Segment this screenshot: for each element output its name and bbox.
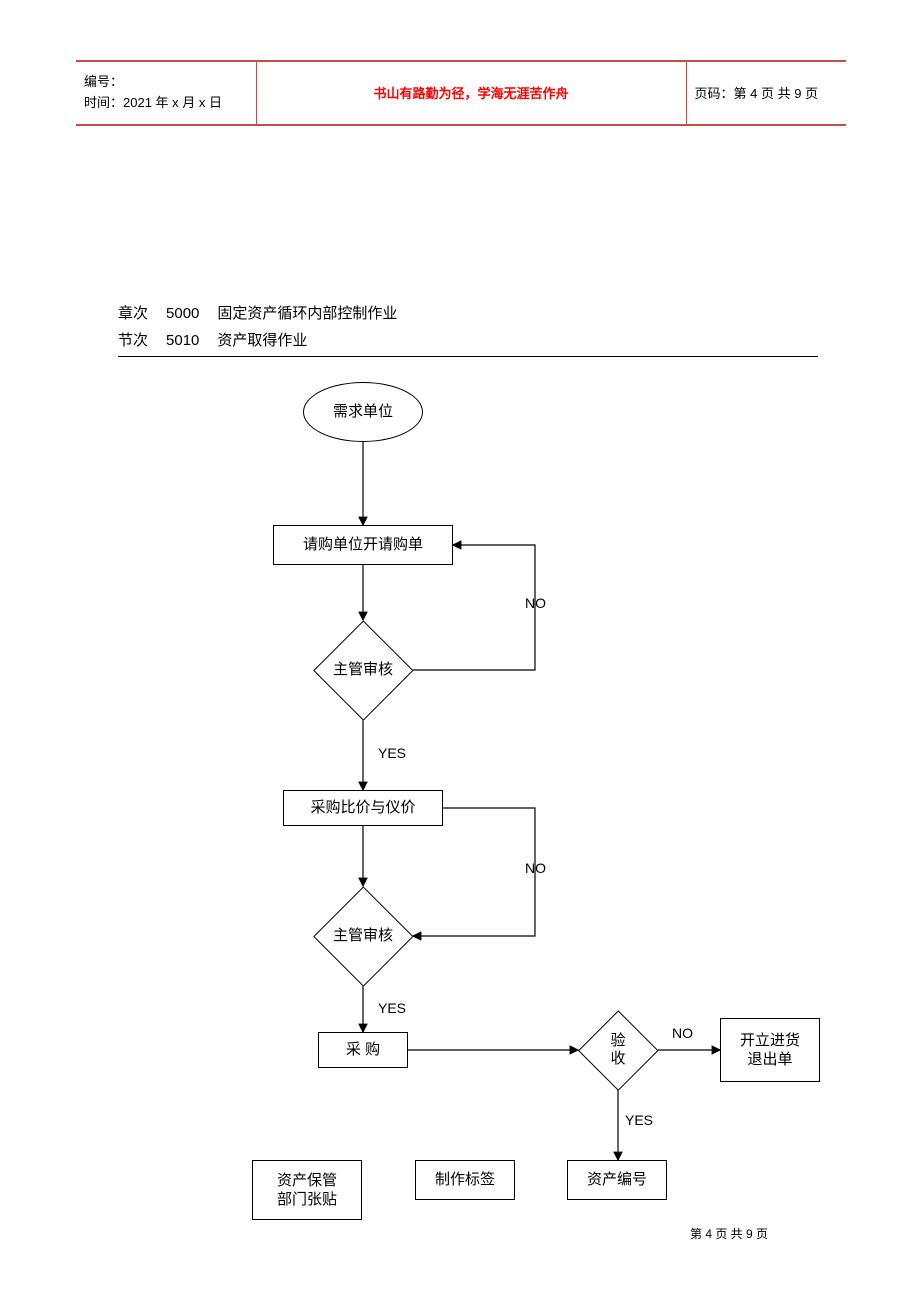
header-date-label: 时间： <box>84 95 123 110</box>
header-page-value: 第 4 页 共 9 页 <box>734 86 819 101</box>
flow-node-compare: 采购比价与仪价 <box>283 790 443 826</box>
flow-edge-label-4: NO <box>672 1025 693 1041</box>
section-title: 资产取得作业 <box>217 327 307 354</box>
chapter-row: 章次 5000 固定资产循环内部控制作业 <box>118 300 818 327</box>
flowchart-arrows <box>0 370 920 1270</box>
flow-node-inspect: 验收 <box>578 1010 658 1090</box>
footer-page-number: 第 4 页 共 9 页 <box>690 1225 768 1242</box>
flow-edge-label-5: YES <box>625 1112 653 1128</box>
flow-node-label-inspect: 验收 <box>578 1010 658 1090</box>
section-number: 5010 <box>166 327 199 354</box>
flow-node-custody: 资产保管部门张贴 <box>252 1160 362 1220</box>
flow-node-return: 开立进货退出单 <box>720 1018 820 1082</box>
header-page-label: 页码： <box>695 86 734 101</box>
flow-node-start: 需求单位 <box>303 382 423 442</box>
flow-node-tag: 制作标签 <box>415 1160 515 1200</box>
flow-edge-label-1: YES <box>378 745 406 761</box>
section-row: 节次 5010 资产取得作业 <box>118 327 818 357</box>
flow-node-rev1: 主管审核 <box>313 620 413 720</box>
flow-node-label-rev1: 主管审核 <box>313 620 413 720</box>
chapter-block: 章次 5000 固定资产循环内部控制作业 节次 5010 资产取得作业 <box>118 300 818 357</box>
page-header: 编号： 时间：2021 年 x 月 x 日 书山有路勤为径，学海无涯苦作舟 页码… <box>76 60 846 126</box>
header-motto: 书山有路勤为径，学海无涯苦作舟 <box>256 61 686 125</box>
flow-edge-9 <box>413 808 535 936</box>
header-date-row: 时间：2021 年 x 月 x 日 <box>84 93 248 114</box>
header-left-cell: 编号： 时间：2021 年 x 月 x 日 <box>76 61 256 125</box>
flowchart-canvas: 需求单位请购单位开请购单主管审核采购比价与仪价主管审核采 购验收开立进货退出单资… <box>0 370 920 1270</box>
header-page-cell: 页码：第 4 页 共 9 页 <box>686 61 846 125</box>
header-id-label: 编号： <box>84 72 248 93</box>
section-label: 节次 <box>118 327 148 354</box>
flow-edge-label-0: NO <box>525 595 546 611</box>
flow-node-reqform: 请购单位开请购单 <box>273 525 453 565</box>
flow-edge-label-2: NO <box>525 860 546 876</box>
flow-node-assetno: 资产编号 <box>567 1160 667 1200</box>
flow-node-rev2: 主管审核 <box>313 886 413 986</box>
header-date-value: 2021 年 x 月 x 日 <box>123 95 222 110</box>
flow-node-label-rev2: 主管审核 <box>313 886 413 986</box>
flow-edge-label-3: YES <box>378 1000 406 1016</box>
flow-node-purchase: 采 购 <box>318 1032 408 1068</box>
chapter-number: 5000 <box>166 300 199 327</box>
chapter-label: 章次 <box>118 300 148 327</box>
chapter-title: 固定资产循环内部控制作业 <box>217 300 397 327</box>
